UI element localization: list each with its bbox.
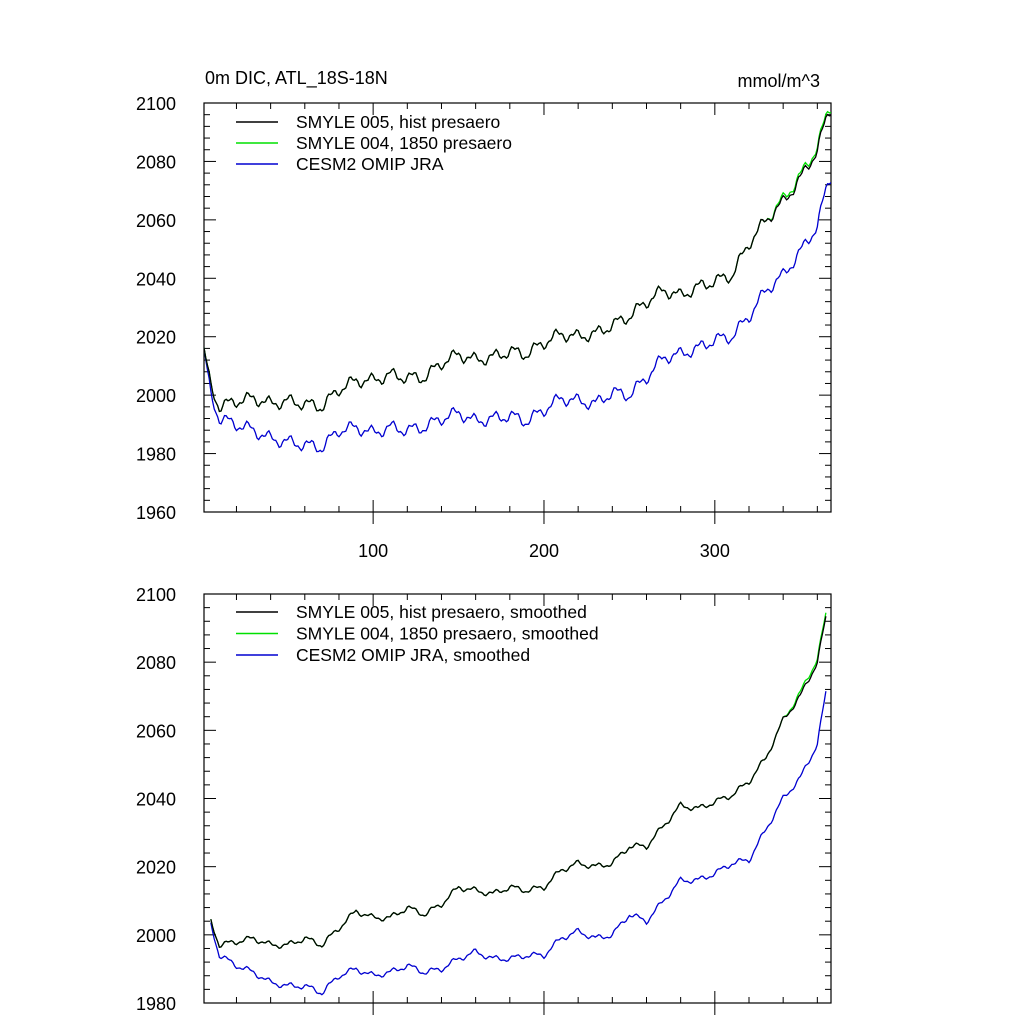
series-line-3 [204, 182, 831, 453]
series-line-1 [210, 616, 827, 950]
y-tick-label: 2060 [136, 721, 176, 741]
chart-2: 1980 2000 2020 2040 2060 2080 2100 SMYLE 005, h… [136, 585, 832, 1015]
y-tick-label: 1980 [136, 445, 176, 465]
y-tick-label: 2000 [136, 386, 176, 406]
legend-label-2: SMYLE 004, 1850 presaero [296, 133, 512, 153]
y-tick-label: 2020 [136, 328, 176, 348]
y-tick-label: 2040 [136, 790, 176, 810]
plot-frame [203, 102, 832, 513]
y-tick-label: 2040 [136, 269, 176, 289]
y-tick-label: 2060 [136, 211, 176, 231]
legend-label-1: SMYLE 005, hist presaero, smoothed [296, 602, 587, 622]
y-tick-label: 1980 [136, 994, 176, 1014]
legend-label-1: SMYLE 005, hist presaero [296, 112, 500, 132]
x-tick-label: 300 [700, 541, 730, 561]
y-tick-label: 2080 [136, 653, 176, 673]
y-tick-label: 2100 [136, 94, 176, 114]
chart-1-title: 0m DIC, ATL_18S-18N [205, 68, 388, 89]
series-line-1 [204, 113, 831, 413]
legend-label-3: CESM2 OMIP JRA, smoothed [296, 645, 530, 665]
series-line-3 [210, 691, 827, 996]
y-tick-label: 2080 [136, 152, 176, 172]
chart-1-units: mmol/m^3 [738, 71, 820, 91]
chart-1: 1960 1980 2000 2020 2040 2060 2080 2100 100 200 30… [136, 94, 832, 561]
y-tick-label: 2000 [136, 926, 176, 946]
y-tick-label: 2100 [136, 585, 176, 605]
y-tick-label: 1960 [136, 503, 176, 523]
y-tick-label: 2020 [136, 858, 176, 878]
legend-label-2: SMYLE 004, 1850 presaero, smoothed [296, 624, 599, 644]
x-tick-label: 100 [358, 541, 388, 561]
legend-label-3: CESM2 OMIP JRA [296, 154, 444, 174]
x-tick-label: 200 [529, 541, 559, 561]
